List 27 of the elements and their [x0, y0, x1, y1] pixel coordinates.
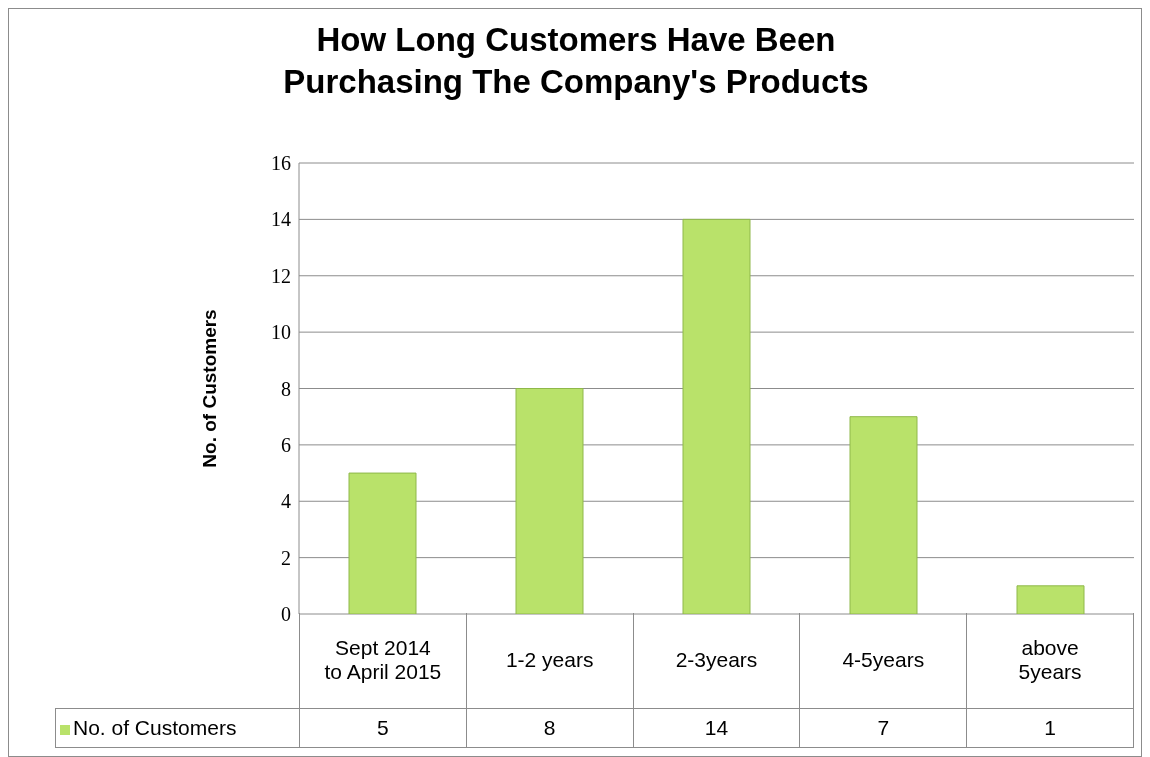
- y-tick-label: 12: [271, 264, 291, 287]
- chart-title: How Long Customers Have Been Purchasing The Company's Products: [282, 20, 870, 102]
- y-tick-label: 2: [281, 546, 291, 569]
- data-label: 7: [799, 708, 967, 747]
- data-label: 14: [633, 708, 800, 747]
- data-label: 8: [466, 708, 634, 747]
- x-tick-label: 1-2 years: [466, 613, 634, 708]
- legend-label: No. of Customers: [55, 708, 300, 747]
- bar: [849, 416, 918, 614]
- data-label: 5: [299, 708, 467, 747]
- x-tick-label: 4-5years: [799, 613, 967, 708]
- x-tick-label: above 5years: [966, 613, 1134, 708]
- x-tick-label: Sept 2014 to April 2015: [299, 613, 467, 708]
- bar: [348, 472, 417, 614]
- y-tick-label: 16: [271, 152, 291, 175]
- x-tick-label: 2-3years: [633, 613, 800, 708]
- y-tick-label: 4: [281, 490, 291, 513]
- y-tick-label: 0: [281, 603, 291, 626]
- data-label: 1: [966, 708, 1134, 747]
- y-tick-label: 6: [281, 433, 291, 456]
- y-axis-title: No. of Customers: [198, 309, 220, 468]
- bar: [682, 218, 751, 614]
- bar: [1016, 585, 1085, 614]
- y-tick-label: 14: [271, 208, 291, 231]
- y-tick-label: 8: [281, 377, 291, 400]
- y-tick-label: 10: [271, 321, 291, 344]
- bar: [515, 388, 584, 614]
